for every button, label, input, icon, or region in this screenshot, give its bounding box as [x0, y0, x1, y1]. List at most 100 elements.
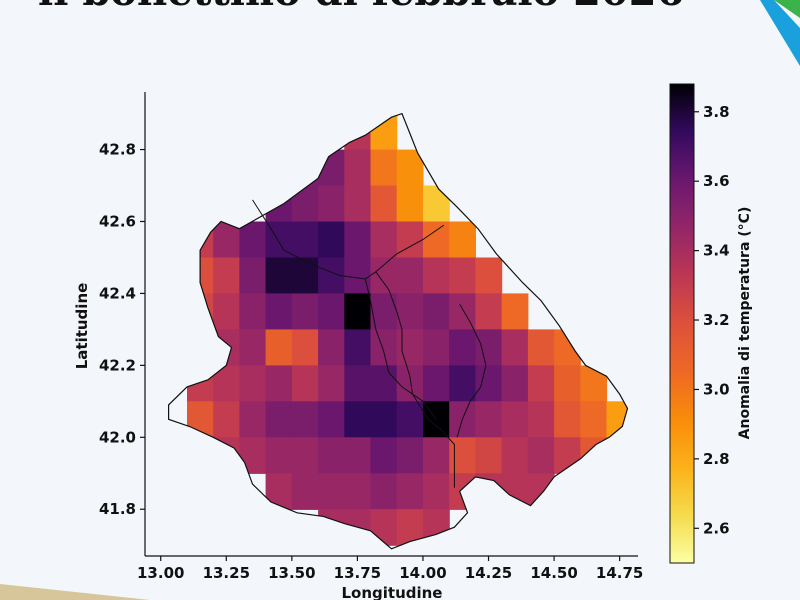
- heatmap-cell: [239, 401, 267, 438]
- region-boundary: [168, 112, 629, 550]
- province-lines: [252, 199, 487, 488]
- y-tick-label: 42.2: [99, 356, 136, 374]
- province-line: [364, 278, 437, 420]
- heatmap-cell: [344, 473, 372, 510]
- heatmap-cell: [344, 113, 372, 151]
- x-tick-label: 14.50: [530, 564, 577, 582]
- province-line: [252, 199, 445, 280]
- heatmap-cell: [265, 185, 293, 223]
- y-axis-title: Latitudine: [73, 283, 91, 370]
- heatmap-cell: [449, 365, 476, 402]
- heatmap-cell: [265, 401, 293, 438]
- heatmap-cell: [580, 365, 608, 402]
- y-tick-label: 41.8: [99, 500, 136, 518]
- bottom-decoration: [0, 584, 150, 600]
- heatmap-cell: [344, 221, 372, 259]
- heatmap-cell: [318, 509, 345, 546]
- heatmap-cell: [239, 221, 267, 259]
- heatmap-cell: [527, 365, 555, 402]
- province-line: [456, 303, 487, 438]
- heatmap-cell: [396, 257, 424, 295]
- heatmap-cell: [213, 437, 240, 474]
- heatmap-cell: [370, 113, 398, 151]
- heatmap-cell: [423, 329, 450, 366]
- heatmap-cell: [187, 329, 214, 366]
- heatmap-cell: [370, 257, 398, 295]
- colorbar-tick-label: 2.6: [703, 519, 730, 537]
- colorbar-tick-label: 3.6: [703, 172, 730, 190]
- heatmap-cell: [501, 437, 529, 474]
- heatmap-cell: [213, 365, 240, 402]
- heatmap-cell: [265, 293, 293, 330]
- heatmap-cell: [291, 437, 319, 474]
- heatmap-cell: [396, 401, 424, 438]
- heatmap-cell: [291, 185, 319, 223]
- heatmap-cell: [370, 509, 398, 546]
- heatmap-cell: [449, 329, 476, 366]
- heatmap-cell: [475, 293, 503, 330]
- heatmap-cell: [318, 221, 345, 259]
- heatmap-cell: [344, 293, 372, 330]
- heatmap-cell: [265, 329, 293, 366]
- heatmap-cell: [475, 365, 503, 402]
- heatmap-cell: [213, 257, 240, 295]
- heatmap-cell: [423, 185, 450, 223]
- heatmap-cell: [344, 365, 372, 402]
- bottom-beige-shape: [0, 584, 150, 600]
- heatmap-cell: [291, 365, 319, 402]
- heatmap-cell: [239, 293, 267, 330]
- heatmap-cell: [239, 329, 267, 366]
- colorbar-tick-label: 2.8: [703, 450, 730, 468]
- heatmap-cell: [239, 257, 267, 295]
- y-tick-label: 42.6: [99, 212, 136, 230]
- heatmap-cell: [396, 365, 424, 402]
- heatmap-cell: [554, 365, 581, 402]
- colorbar-title: Anomalia di temperatura (°C): [737, 207, 753, 440]
- heatmap-cell: [239, 437, 267, 474]
- y-tick-label: 42.4: [99, 284, 136, 302]
- heatmap-cell: [318, 293, 345, 330]
- heatmap-cell: [291, 221, 319, 259]
- heatmap-cell: [291, 473, 319, 510]
- x-tick-label: 13.00: [137, 564, 184, 582]
- corner-decoration: [760, 0, 800, 66]
- x-axis-title: Longitudine: [341, 584, 442, 600]
- colorbar-tick-label: 3.2: [703, 311, 730, 329]
- y-tick-label: 42.0: [99, 428, 136, 446]
- heatmap-cell: [475, 437, 503, 474]
- heatmap-cell: [239, 365, 267, 402]
- heatmap-cell: [423, 437, 450, 474]
- heatmap-cell: [291, 329, 319, 366]
- heatmap-cell: [554, 401, 581, 438]
- heatmap-cell: [396, 185, 424, 223]
- colorbar: 2.6 2.8 3.0 3.2 3.4 3.6 3.8: [669, 83, 730, 564]
- heatmap-cell: [370, 185, 398, 223]
- heatmap-cell: [501, 293, 529, 330]
- heatmap-cell: [187, 365, 214, 402]
- x-tick-label: 13.25: [203, 564, 250, 582]
- heatmap-cell: [318, 401, 345, 438]
- heatmap-cell: [318, 437, 345, 474]
- province-line: [375, 271, 455, 488]
- heatmap-cell: [370, 365, 398, 402]
- heatmap-cell: [344, 149, 372, 187]
- heatmap-cell: [527, 437, 555, 474]
- heatmap-cell: [344, 257, 372, 295]
- colorbar-tick-label: 3.4: [703, 242, 730, 260]
- heatmap-cell: [265, 437, 293, 474]
- heatmap-cell: [423, 365, 450, 402]
- heatmap-cell: [370, 401, 398, 438]
- heatmap-cell: [475, 473, 503, 510]
- heatmap-cell: [423, 473, 450, 510]
- headline: il bollettino di febbraio 2026: [38, 0, 684, 15]
- heatmap-cell: [213, 401, 240, 438]
- heatmap-cell: [527, 329, 555, 366]
- heatmap-cell: [527, 401, 555, 438]
- heatmap-cell: [265, 365, 293, 402]
- heatmap-cell: [291, 401, 319, 438]
- heatmap-cell: [344, 329, 372, 366]
- heatmap-cell: [606, 401, 628, 438]
- heatmap-cell: [291, 293, 319, 330]
- heatmap-cells: [187, 113, 628, 546]
- colorbar-tick-label: 3.0: [703, 380, 730, 398]
